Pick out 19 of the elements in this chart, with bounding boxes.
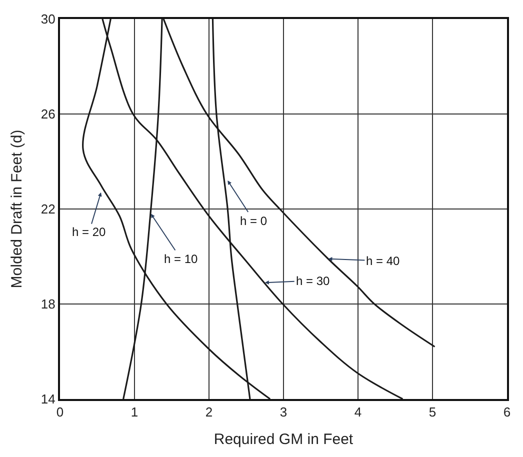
annotation: h = 40 [366,254,400,268]
x-tick-label: 4 [354,404,362,420]
x-tick-label: 1 [130,404,138,420]
y-tick-label: 14 [40,392,56,407]
x-tick-label: 6 [503,404,511,420]
annotation: h = 10 [164,252,198,266]
x-axis-title: Required GM in Feet [214,431,354,448]
x-tick-label: 2 [205,404,213,420]
annotation: h = 0 [240,214,268,228]
annotation: h = 30 [296,274,330,288]
y-tick-label: 26 [40,106,56,122]
annotation: h = 20 [72,225,106,239]
x-tick-label: 3 [280,404,288,420]
x-tick-label: 5 [428,404,436,420]
y-axis-title: Molded Draft in Feet (d) [8,130,26,288]
y-tick-label: 30 [40,12,56,27]
y-tick-label: 22 [40,202,56,217]
x-tick-label: 0 [56,404,64,420]
y-tick-label: 18 [40,296,56,312]
